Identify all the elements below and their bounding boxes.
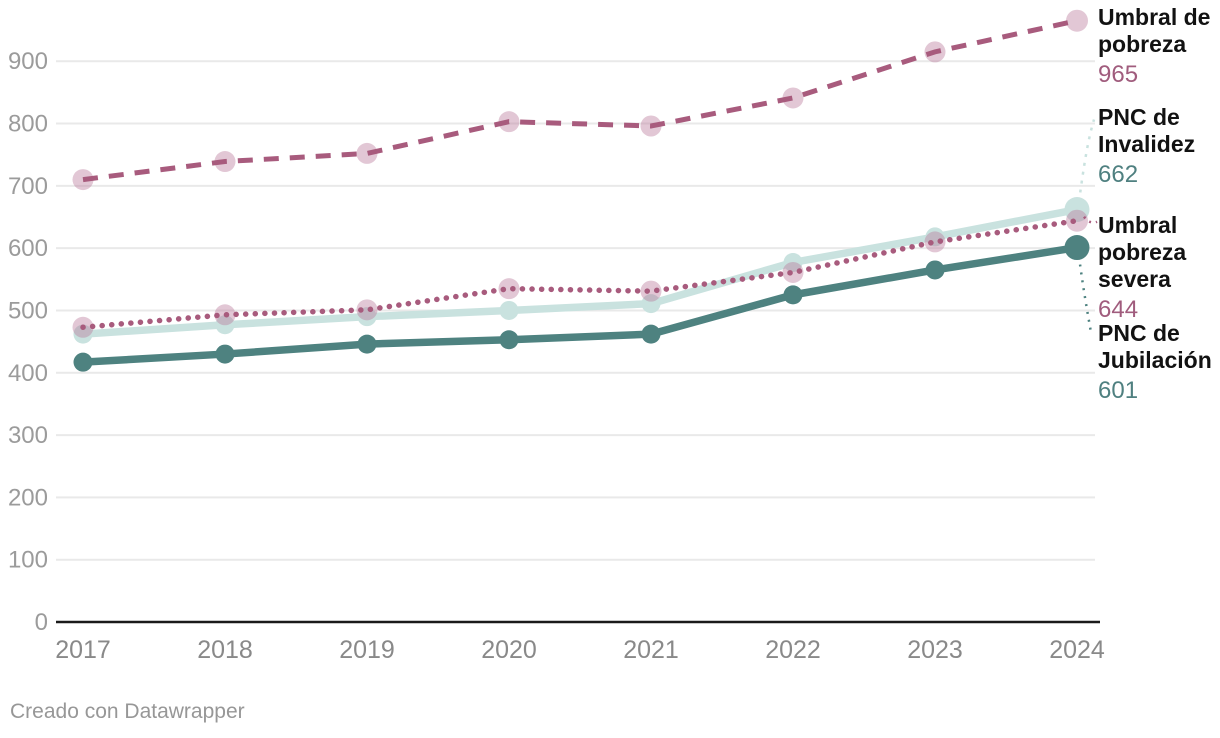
data-point-marker <box>215 344 235 364</box>
series-line <box>79 243 1081 366</box>
data-point-marker <box>782 261 804 283</box>
data-point-marker <box>356 299 378 321</box>
data-point-marker <box>925 260 945 280</box>
x-axis-tick-label: 2018 <box>197 636 253 664</box>
data-point-marker <box>356 142 378 164</box>
data-point-marker <box>1064 197 1090 223</box>
leader-line-severa <box>1083 215 1098 224</box>
y-axis-tick-label: 900 <box>8 48 48 75</box>
data-point-marker <box>499 330 519 350</box>
data-point-marker <box>498 278 520 300</box>
data-point-marker <box>357 334 377 354</box>
data-point-marker <box>783 285 803 305</box>
datawrapper-attribution-link[interactable]: Creado con Datawrapper <box>10 700 245 723</box>
series-line <box>79 205 1081 338</box>
data-point-marker <box>499 300 519 320</box>
data-point-marker <box>1066 209 1088 232</box>
x-axis-tick-label: 2019 <box>339 636 395 664</box>
chart-canvas: 0 100 200 300 400 500 600 700 800 900 2017 2018 2019… <box>8 9 1105 664</box>
data-point-marker <box>641 324 661 344</box>
leader-line-invalidez <box>1077 119 1096 202</box>
y-axis-tick-label: 400 <box>8 360 48 387</box>
data-point-marker <box>215 315 235 335</box>
x-axis-tick-label: 2022 <box>765 636 821 664</box>
y-axis-tick-label: 600 <box>8 235 48 262</box>
series-line <box>80 217 1080 331</box>
x-axis-tick-label: 2024 <box>1049 636 1105 664</box>
series-line <box>82 18 1078 183</box>
data-point-marker <box>1066 9 1088 32</box>
data-point-marker <box>1064 235 1090 261</box>
line-chart: 0 100 200 300 400 500 600 700 800 900 2017 2018 2019… <box>8 4 1212 664</box>
data-point-marker <box>782 87 804 109</box>
y-axis-tick-label: 300 <box>8 422 48 449</box>
x-axis-tick-label: 2017 <box>55 636 111 664</box>
y-axis-tick-label: 500 <box>8 297 48 324</box>
x-axis-tick-label: 2020 <box>481 636 537 664</box>
y-axis-tick-label: 700 <box>8 173 48 200</box>
data-point-marker <box>641 294 661 314</box>
leader-line-jubilacion <box>1077 256 1093 333</box>
y-axis-tick-label: 0 <box>35 609 48 636</box>
data-point-marker <box>924 231 946 253</box>
y-axis-tick-label: 800 <box>8 111 48 138</box>
data-point-marker <box>640 280 662 302</box>
y-axis-tick-label: 200 <box>8 484 48 511</box>
x-axis-tick-label: 2021 <box>623 636 679 664</box>
y-axis-tick-label: 100 <box>8 547 48 574</box>
data-point-marker <box>783 252 803 272</box>
data-point-marker <box>73 324 93 344</box>
data-point-marker <box>73 352 93 372</box>
x-axis-tick-label: 2023 <box>907 636 963 664</box>
